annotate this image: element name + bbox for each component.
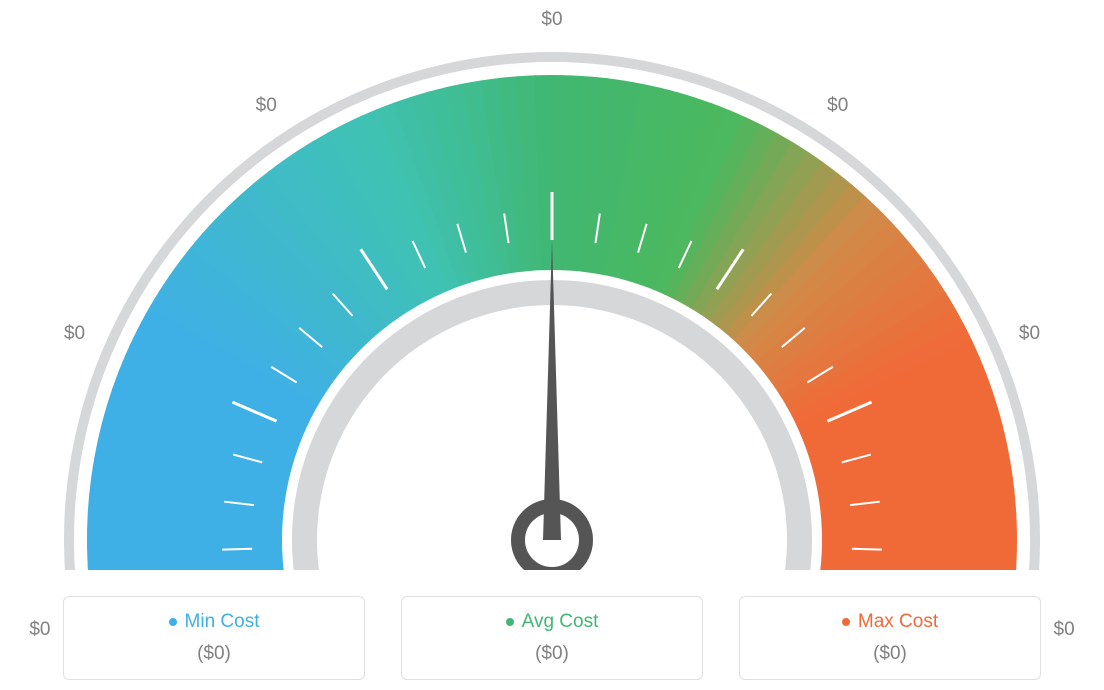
dot-icon [842, 618, 850, 626]
dot-icon [506, 618, 514, 626]
legend-max-value: ($0) [740, 643, 1040, 665]
legend-card-avg: Avg Cost ($0) [401, 596, 703, 680]
gauge-tick-label: $0 [1019, 323, 1040, 345]
legend-min-value: ($0) [64, 643, 364, 665]
gauge-chart-container: $0$0$0$0$0$0$0 Min Cost ($0) Avg Cost ($… [0, 0, 1104, 690]
legend-min-label: Min Cost [185, 611, 260, 633]
legend-avg-value: ($0) [402, 643, 702, 665]
gauge-svg [0, 0, 1104, 570]
legend-card-min: Min Cost ($0) [63, 596, 365, 680]
dot-icon [169, 618, 177, 626]
legend-min-title: Min Cost [169, 611, 260, 633]
gauge-tick-label: $0 [541, 9, 562, 31]
gauge-tick-label: $0 [256, 95, 277, 117]
gauge-tick-label: $0 [827, 95, 848, 117]
gauge-tick-label: $0 [64, 323, 85, 345]
legend-avg-title: Avg Cost [506, 611, 599, 633]
legend-avg-label: Avg Cost [522, 611, 599, 633]
legend-max-label: Max Cost [858, 611, 938, 633]
legend-card-max: Max Cost ($0) [739, 596, 1041, 680]
gauge-area: $0$0$0$0$0$0$0 [0, 0, 1104, 570]
legend-max-title: Max Cost [842, 611, 938, 633]
legend-row: Min Cost ($0) Avg Cost ($0) Max Cost ($0… [0, 596, 1104, 680]
